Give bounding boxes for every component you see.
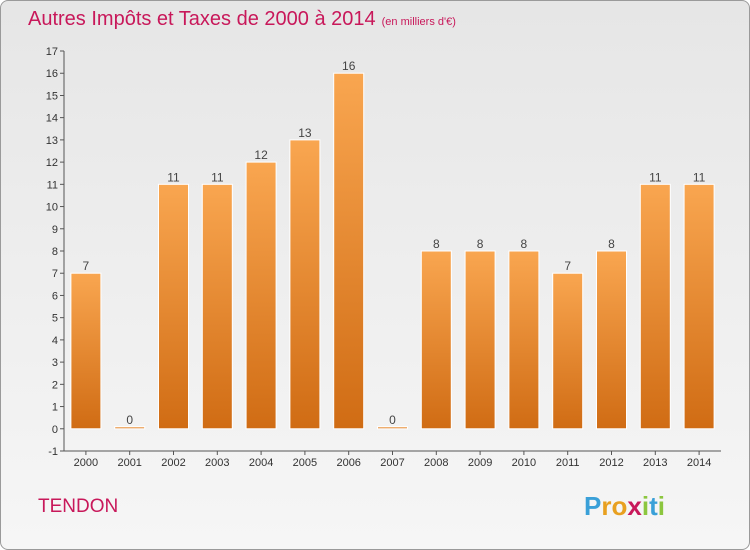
- bar: [70, 272, 102, 430]
- logo-letter: i: [657, 491, 665, 521]
- proxiti-logo[interactable]: Proxiti: [584, 491, 665, 522]
- bar: [245, 161, 277, 430]
- x-tick-label: 2009: [468, 457, 492, 469]
- bar: [114, 426, 146, 430]
- bar-value-label: 13: [298, 126, 312, 140]
- bar: [508, 250, 540, 430]
- bar: [289, 139, 321, 430]
- bar-value-label: 12: [254, 148, 268, 162]
- y-tick-label: 9: [52, 224, 58, 236]
- y-tick-label: 8: [52, 246, 58, 258]
- y-tick-label: 5: [52, 313, 58, 325]
- bar: [377, 426, 408, 430]
- bar: [420, 250, 452, 430]
- y-tick-label: 0: [52, 424, 58, 436]
- y-tick-label: 3: [52, 357, 58, 369]
- y-tick-label: 12: [46, 157, 58, 169]
- x-tick-label: 2005: [293, 457, 317, 469]
- y-tick-label: 4: [52, 335, 58, 347]
- y-tick-label: 2: [52, 379, 58, 391]
- bar: [596, 250, 627, 430]
- y-tick-label: 11: [47, 179, 58, 191]
- chart-title-text: Autres Impôts et Taxes de 2000 à 2014: [28, 8, 376, 30]
- chart-subtitle: (en milliers d'€): [381, 16, 456, 28]
- bar: [683, 183, 715, 430]
- x-tick-label: 2010: [512, 457, 536, 469]
- logo-letter: x: [627, 491, 642, 521]
- x-tick-label: 2011: [556, 457, 580, 469]
- bar: [552, 272, 584, 430]
- x-tick-label: 2001: [117, 457, 141, 469]
- bar: [201, 183, 233, 430]
- x-tick-label: 2007: [380, 457, 404, 469]
- y-tick-label: 10: [46, 202, 58, 214]
- x-tick-label: 2004: [249, 457, 273, 469]
- bar-value-label: 7: [564, 259, 571, 273]
- x-tick-label: 2012: [599, 457, 623, 469]
- bar-value-label: 11: [211, 170, 224, 184]
- logo-letter: o: [611, 491, 628, 521]
- bar-value-label: 7: [83, 259, 90, 273]
- bar-value-label: 11: [649, 170, 662, 184]
- y-tick-label: 14: [46, 113, 58, 125]
- bar-value-label: 8: [433, 237, 440, 251]
- x-tick-label: 2003: [205, 457, 229, 469]
- y-tick-label: 13: [46, 135, 58, 147]
- bar-value-label: 11: [693, 170, 706, 184]
- bar-value-label: 8: [477, 237, 484, 251]
- bar-value-label: 8: [521, 237, 528, 251]
- y-tick-label: 7: [52, 268, 58, 280]
- logo-letter: P: [584, 491, 602, 521]
- bar-value-label: 0: [126, 413, 133, 427]
- y-tick-label: 6: [52, 290, 58, 302]
- commune-label: TENDON: [38, 496, 119, 517]
- x-tick-label: 2002: [161, 457, 185, 469]
- x-tick-label: 2006: [336, 457, 360, 469]
- bar-value-label: 16: [342, 59, 356, 73]
- y-tick-label: 17: [46, 46, 58, 58]
- chart-bars: 7 0 11 11 12 13 16 0 8 8 8 7 8 11 11: [70, 59, 715, 430]
- x-tick-label: 2000: [74, 457, 98, 469]
- logo-letter: r: [601, 491, 612, 521]
- x-tick-label: 2014: [687, 457, 711, 469]
- bar: [333, 72, 365, 430]
- chart-title: Autres Impôts et Taxes de 2000 à 2014 (en…: [28, 8, 456, 31]
- y-tick-label: -1: [48, 446, 58, 458]
- x-tick-label: 2013: [643, 457, 667, 469]
- y-tick-label: 15: [46, 90, 58, 102]
- bar-value-label: 8: [608, 237, 615, 251]
- y-tick-label: 16: [46, 68, 58, 80]
- y-tick-label: 1: [52, 402, 58, 414]
- logo-letter: i: [641, 491, 650, 521]
- logo-letter: t: [649, 491, 658, 521]
- bar-value-label: 0: [389, 413, 396, 427]
- bar: [464, 250, 496, 430]
- bar: [639, 183, 671, 430]
- bar: [158, 183, 189, 430]
- bar-value-label: 11: [167, 170, 180, 184]
- x-tick-label: 2008: [424, 457, 448, 469]
